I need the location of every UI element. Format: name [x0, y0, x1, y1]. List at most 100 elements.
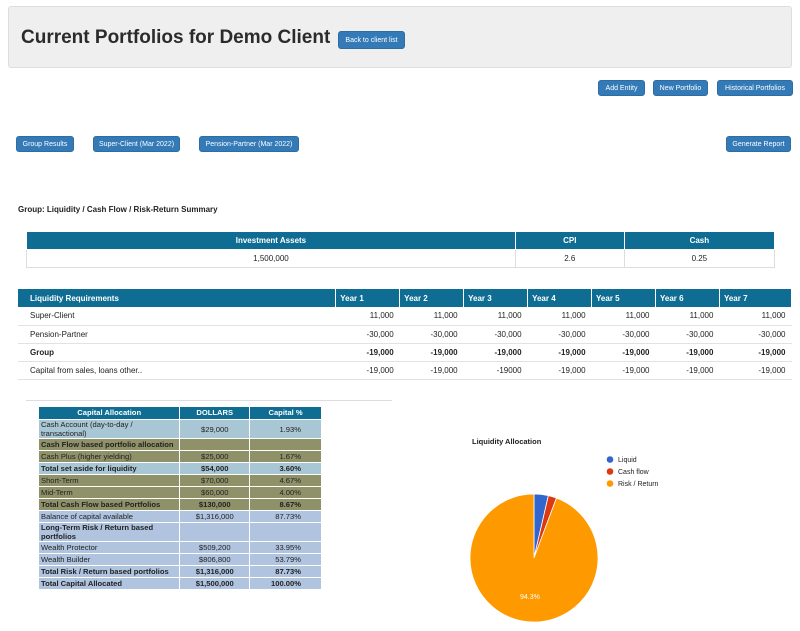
liquidity-requirements-table: Liquidity Requirements Year 1 Year 2 Year 3…	[18, 289, 793, 380]
year-value: 11,000	[335, 307, 400, 326]
summary-header: Investment Assets	[26, 231, 516, 250]
allocation-header: Capital Allocation	[37, 406, 181, 420]
year-header: Year 5	[591, 289, 656, 307]
year-value: -19,000	[591, 361, 656, 380]
section-title: Group: Liquidity / Cash Flow / Risk-Retu…	[18, 205, 218, 214]
allocation-header: DOLLARS	[179, 406, 251, 420]
year-value: -19,000	[591, 343, 656, 362]
allocation-label: Wealth Builder	[37, 553, 181, 567]
allocation-percent: 8.67%	[249, 498, 322, 512]
allocation-dollars: $806,800	[179, 553, 251, 567]
allocation-percent: 87.73%	[249, 510, 322, 524]
allocation-percent: 87.73%	[249, 565, 322, 579]
table-row: Wealth Builder $806,800 53.79%	[37, 553, 322, 567]
liquidity-allocation-chart: Liquidity Allocation 94.3% Liquid Cash fl…	[469, 437, 659, 623]
back-to-client-list-button[interactable]: Back to client list	[338, 31, 405, 49]
allocation-percent: 4.67%	[249, 474, 322, 488]
legend-swatch	[606, 468, 614, 475]
year-value: -19,000	[719, 343, 792, 362]
table-row: Short-Term $70,000 4.67%	[37, 474, 322, 488]
add-entity-button[interactable]: Add Entity	[598, 80, 645, 96]
allocation-label: Cash Account (day-to-day / transactional…	[37, 418, 181, 440]
year-value: 11,000	[463, 307, 528, 326]
table-row: Group -19,000 -19,000 -19,000 -19,000 -19,000…	[18, 343, 792, 362]
table-row: Super-Client 11,000 11,000 11,000 11,000 11,0…	[18, 307, 792, 326]
table-row: Cash Plus (higher yielding) $25,000 1.67%	[37, 450, 322, 464]
allocation-dollars: $1,316,000	[179, 565, 251, 579]
table-row: Balance of capital available $1,316,000 87…	[37, 510, 322, 524]
pie-data-label: 94.3%	[520, 594, 540, 601]
allocation-dollars: $29,000	[179, 418, 251, 440]
legend-label: Cash flow	[618, 469, 650, 476]
summary-table: Investment Assets CPI Cash 1,500,000 2.6…	[26, 231, 776, 268]
new-portfolio-button[interactable]: New Portfolio	[653, 80, 708, 96]
capital-allocation-table: Capital Allocation DOLLARS Capital % Cash …	[37, 406, 322, 591]
pie-slice-risk-return	[469, 493, 599, 623]
table-row: Total Capital Allocated $1,500,000 100.00%	[37, 577, 322, 591]
historical-portfolios-button[interactable]: Historical Portfolios	[717, 80, 793, 96]
allocation-dollars: $1,500,000	[179, 577, 251, 591]
year-value: -30,000	[399, 325, 464, 344]
divider	[26, 400, 392, 401]
year-value: -30,000	[719, 325, 792, 344]
allocation-percent: 3.60%	[249, 462, 322, 476]
summary-header: CPI	[514, 231, 625, 250]
allocation-dollars: $54,000	[179, 462, 251, 476]
allocation-label: Total set aside for liquidity	[37, 462, 181, 476]
year-header: Year 3	[463, 289, 529, 307]
cash-value: 0.25	[623, 249, 776, 268]
allocation-percent: 100.00%	[249, 577, 322, 591]
year-value: -19,000	[527, 361, 592, 380]
year-value: -30,000	[527, 325, 592, 344]
liquidity-header: Liquidity Requirements	[18, 289, 337, 307]
allocation-dollars	[179, 438, 251, 452]
year-value: -19,000	[335, 361, 400, 380]
table-row: Long-Term Risk / Return based portfolios	[37, 522, 322, 543]
year-value: -30,000	[591, 325, 656, 344]
year-value: 11,000	[655, 307, 720, 326]
generate-report-button[interactable]: Generate Report	[726, 136, 791, 152]
chart-title: Liquidity Allocation	[472, 437, 542, 446]
tab-super-client[interactable]: Super-Client (Mar 2022)	[93, 136, 180, 152]
table-row: Total set aside for liquidity $54,000 3.60…	[37, 462, 322, 476]
year-header: Year 7	[719, 289, 793, 307]
investment-assets-value: 1,500,000	[26, 249, 516, 268]
allocation-dollars: $509,200	[179, 541, 251, 555]
year-value: -19,000	[719, 361, 792, 380]
allocation-percent	[249, 522, 322, 543]
year-value: -19,000	[335, 343, 400, 362]
allocation-dollars: $25,000	[179, 450, 251, 464]
allocation-label: Short-Term	[37, 474, 181, 488]
allocation-dollars	[179, 522, 251, 543]
allocation-dollars: $70,000	[179, 474, 251, 488]
allocation-header: Capital %	[249, 406, 322, 420]
table-row: Mid-Term $60,000 4.00%	[37, 486, 322, 500]
year-header: Year 6	[655, 289, 720, 307]
year-header: Year 2	[399, 289, 465, 307]
allocation-percent: 1.93%	[249, 418, 322, 440]
row-label: Group	[18, 343, 336, 362]
legend-label: Risk / Return	[618, 481, 659, 488]
year-value: -30,000	[655, 325, 720, 344]
allocation-percent: 53.79%	[249, 553, 322, 567]
tab-pension-partner[interactable]: Pension-Partner (Mar 2022)	[199, 136, 299, 152]
page-title: Current Portfolios for Demo Client	[21, 27, 331, 48]
summary-header: Cash	[623, 231, 776, 250]
year-header: Year 1	[335, 289, 401, 307]
allocation-percent: 33.95%	[249, 541, 322, 555]
allocation-label: Total Capital Allocated	[37, 577, 181, 591]
allocation-percent: 1.67%	[249, 450, 322, 464]
year-value: -19,000	[463, 343, 528, 362]
year-value: -19,000	[655, 361, 720, 380]
row-label: Capital from sales, loans other..	[18, 361, 336, 380]
allocation-label: Total Risk / Return based portfolios	[37, 565, 181, 579]
legend-swatch	[606, 456, 614, 463]
table-row: Total Cash Flow based Portfolios $130,000…	[37, 498, 322, 512]
year-value: -19,000	[527, 343, 592, 362]
table-row: Pension-Partner -30,000 -30,000 -30,000 -30,…	[18, 325, 792, 344]
tab-group-results[interactable]: Group Results	[16, 136, 74, 152]
allocation-dollars: $1,316,000	[179, 510, 251, 524]
allocation-label: Mid-Term	[37, 486, 181, 500]
allocation-percent	[249, 438, 322, 452]
year-value: 11,000	[591, 307, 656, 326]
